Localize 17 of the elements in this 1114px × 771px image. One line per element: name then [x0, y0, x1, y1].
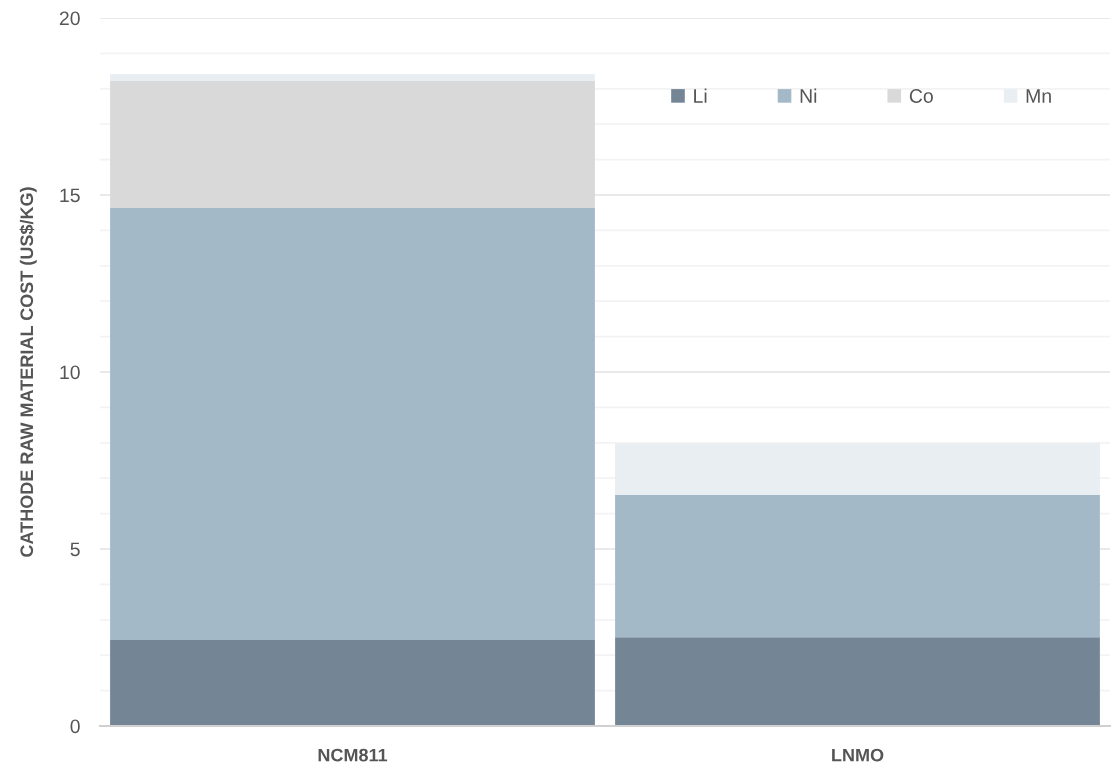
legend-label: Li: [694, 88, 707, 103]
legend-label: Mn: [1026, 89, 1051, 103]
y-axis-title: CATHODE RAW MATERIAL COST (US$/KG): [19, 187, 37, 557]
y-tick-label: 15: [60, 188, 80, 203]
x-tick-label: NCM811: [318, 748, 388, 762]
bar: [110, 208, 595, 640]
bar: [110, 639, 595, 726]
y-tick-label: 5: [70, 542, 80, 557]
legend-label: Co: [909, 89, 933, 103]
bar: [110, 73, 595, 82]
y-tick-label: 20: [59, 11, 80, 26]
x-tick-label: LNMO: [832, 748, 884, 762]
legend-label: Ni: [800, 88, 817, 103]
bar: [615, 637, 1100, 726]
bar: [615, 494, 1100, 638]
y-tick-label: 0: [70, 719, 80, 734]
y-tick-label: 10: [60, 365, 80, 380]
